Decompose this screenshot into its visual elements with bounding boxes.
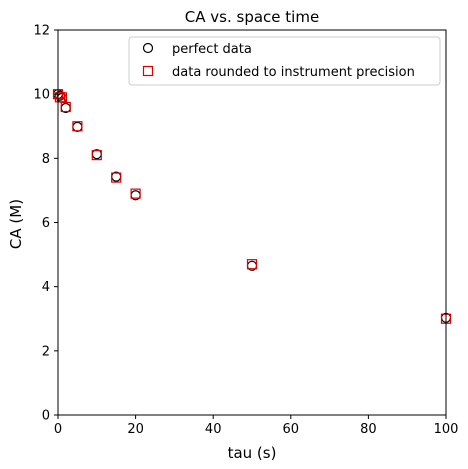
x-tick-label: 80 <box>360 422 377 437</box>
y-tick-label: 10 <box>33 88 50 103</box>
series-rounded-data <box>52 89 452 324</box>
y-tick-label: 8 <box>42 152 50 167</box>
series-perfect-data <box>52 89 452 323</box>
y-tick-label: 0 <box>42 409 50 424</box>
x-tick-label: 60 <box>283 422 300 437</box>
x-tick-label: 0 <box>54 422 62 437</box>
data-point-square <box>130 188 141 199</box>
legend-box <box>128 36 441 86</box>
y-tick-label: 4 <box>42 280 50 295</box>
x-tick-label: 100 <box>434 422 459 437</box>
legend-label-perfect: perfect data <box>172 42 252 57</box>
chart-title: CA vs. space time <box>185 8 319 26</box>
plot-frame <box>57 29 447 416</box>
y-tick-label: 6 <box>42 216 50 231</box>
data-point-square <box>56 92 67 103</box>
legend-label-rounded: data rounded to instrument precision <box>172 65 415 80</box>
data-point-square <box>246 259 258 270</box>
x-axis-label: tau (s) <box>228 444 277 462</box>
data-point-square <box>72 121 83 132</box>
y-axis-label: CA (M) <box>7 199 25 249</box>
x-tick-label: 40 <box>205 422 222 437</box>
legend: perfect data data rounded to instrument … <box>128 36 441 86</box>
x-tick-label: 20 <box>127 422 144 437</box>
legend-marker-rounded <box>142 65 154 77</box>
data-point-square <box>111 172 122 183</box>
data-point-circle <box>72 121 83 132</box>
data-point-square <box>91 150 102 161</box>
data-point-square <box>60 101 71 113</box>
y-tick-label: 12 <box>33 24 50 39</box>
y-tick-label: 2 <box>42 344 50 359</box>
ticks-layer: 0 20 40 60 80 100 0 2 4 6 8 10 12 <box>33 24 458 438</box>
legend-marker-perfect <box>142 42 154 54</box>
series-layer <box>52 89 452 324</box>
